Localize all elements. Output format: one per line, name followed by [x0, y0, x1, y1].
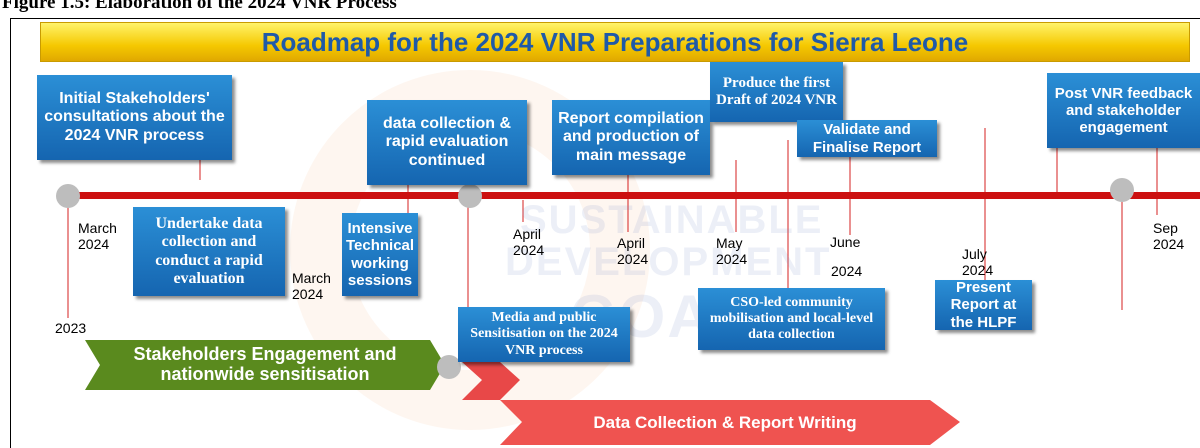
step-box: Produce the first Draft of 2024 VNR [710, 62, 843, 122]
step-box: CSO-led community mobilisation and local… [698, 288, 885, 350]
phase-arrow: Stakeholders Engagement and nationwide s… [110, 342, 420, 388]
phase-arrow: Data Collection & Report Writing [520, 402, 930, 444]
date-label: 2023 [55, 320, 86, 336]
date-label: April 2024 [617, 235, 662, 267]
diagram: SUSTAINABLE DEVELOPMENT GOALS Figure 1.5… [0, 0, 1200, 448]
step-box: data collection & rapid evaluation conti… [367, 100, 527, 185]
date-label: June [830, 234, 860, 250]
step-box: Media and public Sensitisation on the 20… [458, 307, 630, 362]
date-label: 2024 [831, 263, 862, 279]
date-label: March 2024 [78, 220, 128, 252]
date-label: July 2024 [962, 246, 1002, 278]
caption: Figure 1.5: Elaboration of the 2024 VNR … [2, 0, 397, 14]
date-label: April 2024 [513, 226, 558, 258]
step-box: Present Report at the HLPF [935, 280, 1032, 330]
step-box: Report compilation and production of mai… [552, 100, 710, 175]
date-label: May 2024 [716, 235, 756, 267]
step-box: Validate and Finalise Report [797, 120, 937, 157]
step-box: Intensive Technical working sessions [342, 213, 418, 296]
step-box: Undertake data collection and conduct a … [133, 207, 285, 296]
date-label: Sep 2024 [1153, 220, 1193, 252]
step-box: Initial Stakeholders' consultations abou… [37, 75, 232, 160]
title: Roadmap for the 2024 VNR Preparations fo… [40, 22, 1190, 62]
date-label: March 2024 [292, 270, 342, 302]
step-box: Post VNR feedback and stakeholder engage… [1047, 73, 1200, 148]
